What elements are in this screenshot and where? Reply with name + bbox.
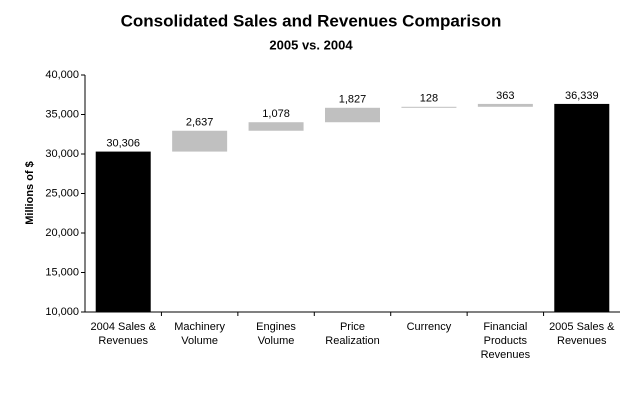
- y-tick-label: 10,000: [45, 306, 79, 318]
- x-tick-label: Currency: [406, 321, 452, 333]
- y-tick-label: 25,000: [45, 187, 79, 199]
- x-tick-label-box: Machinery Volume: [174, 321, 226, 347]
- x-tick-label-box: Financial Products Revenues: [480, 321, 531, 361]
- y-axis-label: Millions of $: [24, 161, 36, 225]
- x-tick-label-box: 2004 Sales & Revenues: [90, 321, 156, 347]
- bar: [325, 107, 380, 123]
- bar: [401, 106, 457, 108]
- bar: [248, 122, 304, 131]
- bar: [477, 103, 533, 107]
- x-tick-label: Engines Volume: [256, 321, 296, 347]
- bar: [172, 130, 228, 152]
- data-label: 1,827: [339, 94, 367, 106]
- bar: [554, 103, 610, 312]
- y-tick-label: 35,000: [45, 108, 79, 120]
- data-label: 128: [420, 93, 438, 105]
- data-label: 30,306: [106, 137, 140, 149]
- x-tick-label-box: Engines Volume: [256, 321, 296, 347]
- x-tick-label-box: Currency: [406, 321, 452, 333]
- data-label: 2,637: [186, 117, 214, 129]
- x-tick-label-box: Price Realization: [325, 321, 380, 347]
- y-tick-label: 20,000: [45, 227, 79, 239]
- y-tick-label: 15,000: [45, 266, 79, 278]
- y-tick-label: 30,000: [45, 148, 79, 160]
- data-label: 1,078: [262, 108, 290, 120]
- data-label: 363: [496, 90, 514, 102]
- x-tick-label: 2004 Sales & Revenues: [90, 321, 156, 347]
- data-label: 36,339: [565, 90, 599, 102]
- y-tick-label: 40,000: [45, 69, 79, 81]
- x-tick-label: 2005 Sales & Revenues: [549, 321, 615, 347]
- x-tick-label: Machinery Volume: [174, 321, 226, 347]
- x-tick-label-box: 2005 Sales & Revenues: [549, 321, 615, 347]
- chart-title: Consolidated Sales and Revenues Comparis…: [121, 11, 502, 30]
- chart-subtitle: 2005 vs. 2004: [269, 37, 353, 52]
- bar: [95, 151, 151, 312]
- x-tick-label: Financial Products Revenues: [480, 321, 531, 361]
- x-tick-label: Price Realization: [325, 321, 380, 347]
